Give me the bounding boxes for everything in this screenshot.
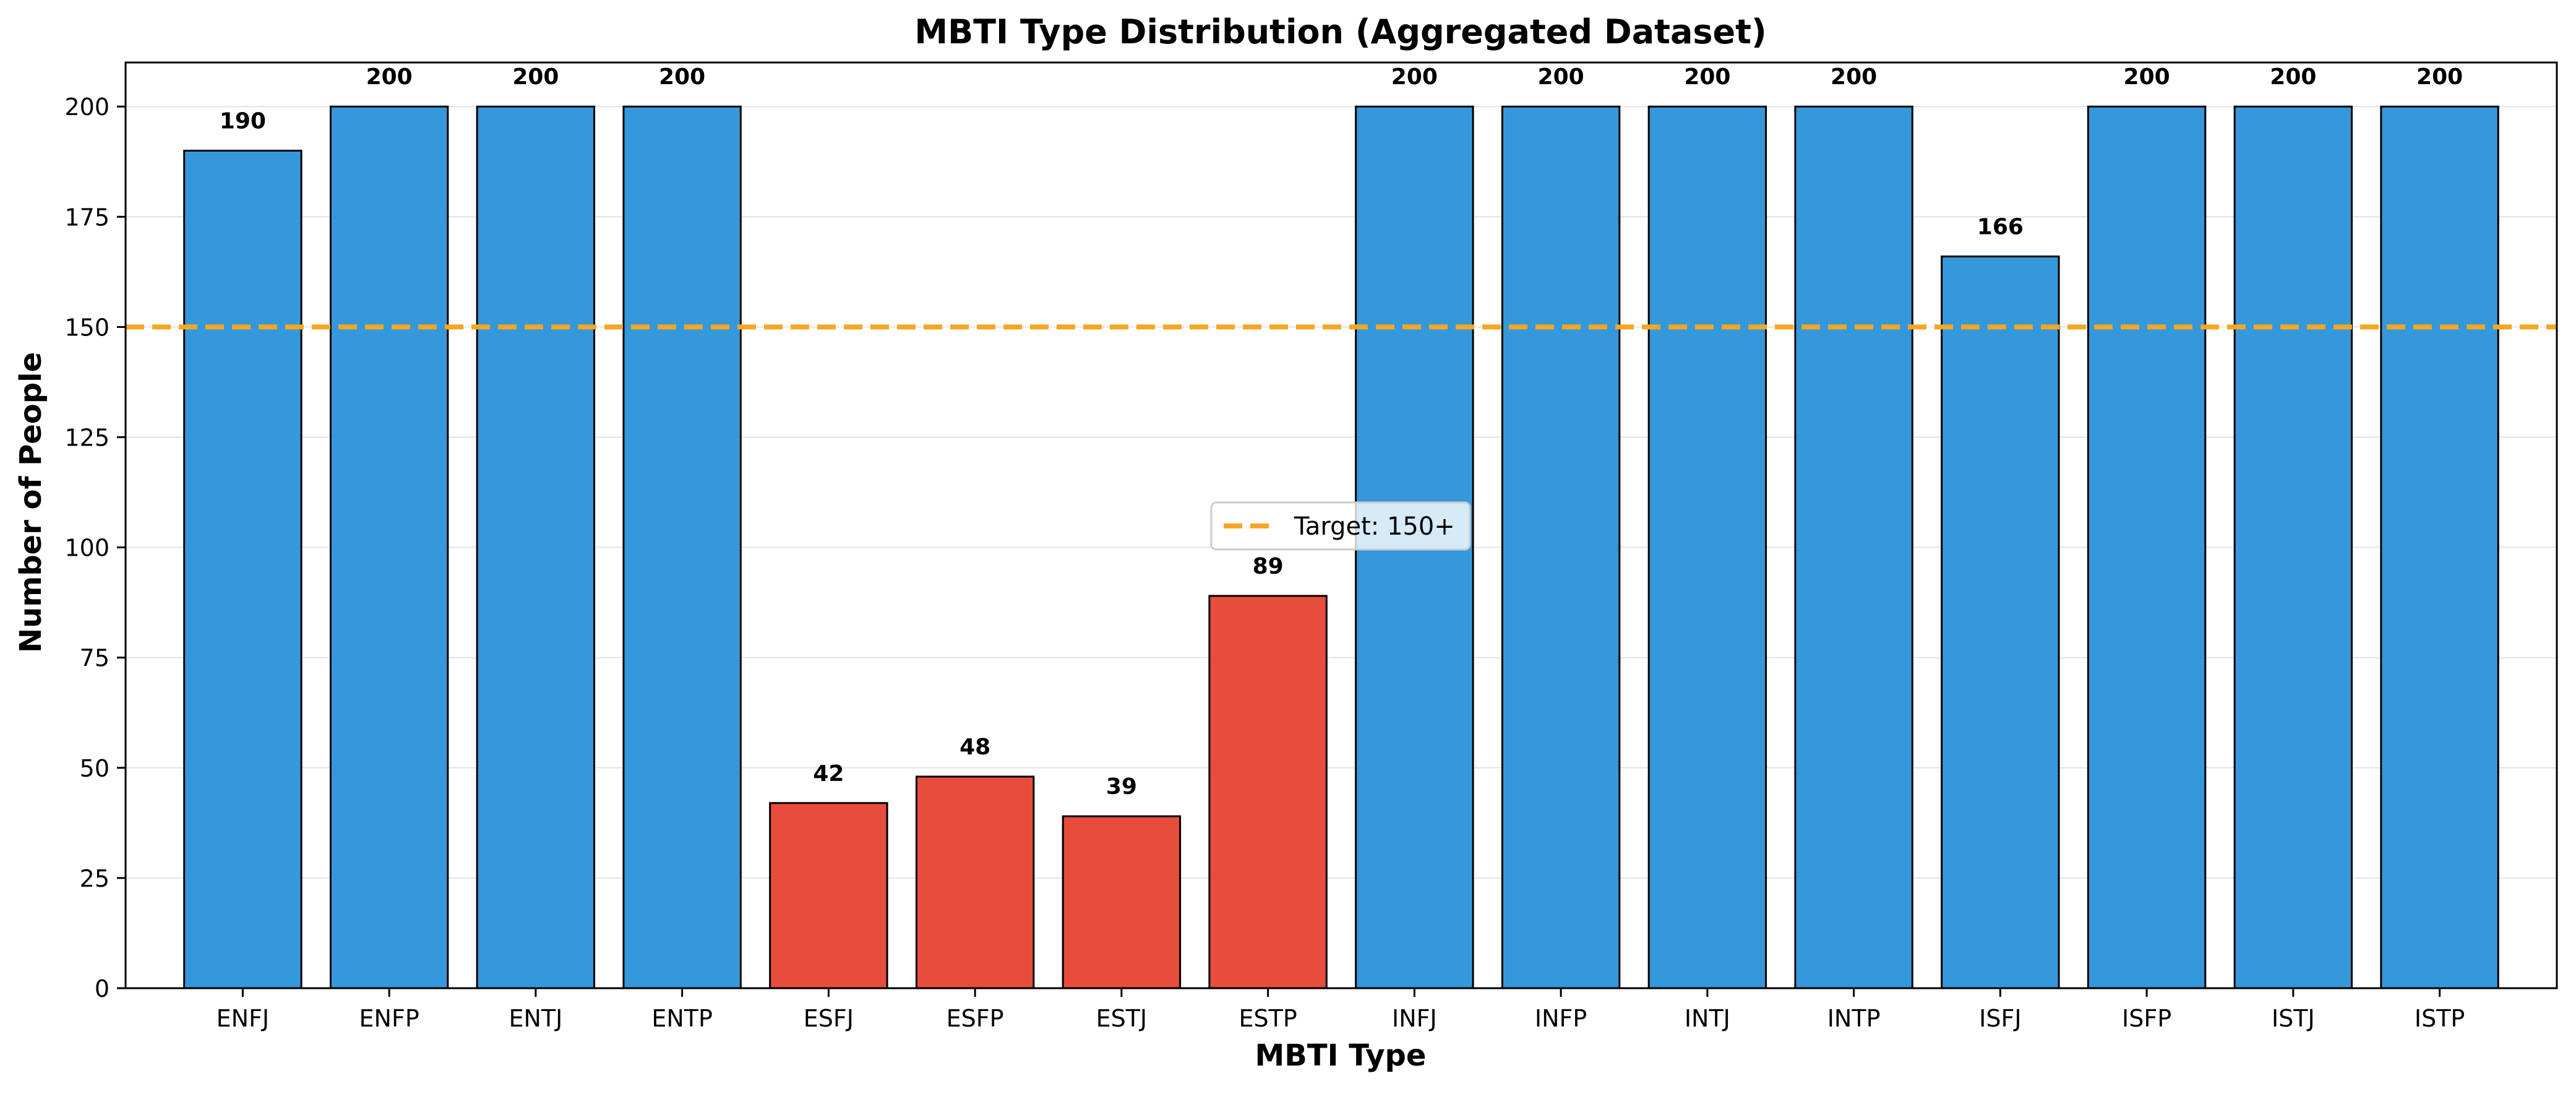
x-tick-label: ISFP xyxy=(2122,1005,2171,1032)
bar-isfj xyxy=(1941,255,2060,989)
bar-value-label: 42 xyxy=(813,761,844,786)
bar-entj xyxy=(476,105,596,989)
bar-value-label: 200 xyxy=(2416,64,2463,90)
bar-value-label: 89 xyxy=(1253,554,1284,579)
bar-value-label: 200 xyxy=(1538,64,1584,90)
bar-value-label: 200 xyxy=(659,64,705,90)
bars xyxy=(183,105,2499,989)
bar-esfj xyxy=(769,802,888,989)
bar-value-label: 200 xyxy=(2270,64,2316,90)
y-tick-label: 125 xyxy=(64,424,109,452)
bar-value-label: 166 xyxy=(1977,214,2024,239)
bar-infp xyxy=(1501,105,1621,989)
x-tick-label: ISFJ xyxy=(1979,1005,2021,1032)
x-tick-label: INTP xyxy=(1827,1005,1881,1032)
bar-intp xyxy=(1794,105,1913,989)
bar-value-label: 190 xyxy=(220,108,266,134)
bar-value-label: 200 xyxy=(2124,64,2170,90)
bar-value-label: 200 xyxy=(512,64,559,90)
bar-intj xyxy=(1647,105,1767,989)
bar-value-label: 48 xyxy=(960,734,990,760)
x-tick-label: ESTP xyxy=(1239,1005,1297,1032)
x-tick-label: ENFJ xyxy=(217,1005,270,1032)
bar-enfj xyxy=(183,149,303,989)
bar-value-label: 200 xyxy=(1831,64,1877,90)
x-tick-label: ENTP xyxy=(651,1005,713,1032)
y-tick-label: 25 xyxy=(80,865,109,892)
bar-estp xyxy=(1208,595,1328,989)
x-tick-label: ENFP xyxy=(359,1005,419,1032)
y-tick-label: 175 xyxy=(64,204,109,231)
bar-value-label: 200 xyxy=(1684,64,1730,90)
bar-value-label: 39 xyxy=(1106,774,1137,799)
bar-esfp xyxy=(915,775,1035,989)
x-tick-label: ISTP xyxy=(2415,1005,2465,1032)
plot-frame xyxy=(124,61,2558,989)
x-tick-label: ENTJ xyxy=(509,1005,562,1032)
legend-box xyxy=(1210,501,1471,551)
x-tick-label: INFJ xyxy=(1392,1005,1437,1032)
y-tick-label: 100 xyxy=(64,535,109,562)
bar-istj xyxy=(2233,105,2353,989)
axes: 0 25 50 75 100 125 150 175 200 ENFJ ENFP ENTJ ENTP ES… xyxy=(64,61,2558,1032)
bar-istp xyxy=(2380,105,2499,989)
legend: Target: 150+ xyxy=(1210,501,1471,551)
y-tick-label: 200 xyxy=(64,93,109,121)
bar-value-labels: 190 200 200 200 42 48 39 89 200 200 200 200 166 200 20… xyxy=(220,64,2463,799)
x-tick-label: INFP xyxy=(1535,1005,1587,1032)
y-tick-label: 150 xyxy=(64,314,109,341)
chart-title: MBTI Type Distribution (Aggregated Datas… xyxy=(914,12,1766,51)
bar-isfp xyxy=(2087,105,2207,989)
x-tick-label: ESFJ xyxy=(804,1005,854,1032)
bar-entp xyxy=(622,105,742,989)
bar-estj xyxy=(1062,815,1182,989)
bar-value-label: 200 xyxy=(1391,64,1438,90)
x-axis-label: MBTI Type xyxy=(1255,1038,1427,1073)
y-tick-label: 75 xyxy=(80,645,109,672)
bar-value-label: 200 xyxy=(366,64,413,90)
x-tick-label: ISTJ xyxy=(2272,1005,2315,1032)
x-tick-label: INTJ xyxy=(1685,1005,1730,1032)
y-tick-label: 0 xyxy=(95,975,109,1002)
x-tick-label: ESTJ xyxy=(1096,1005,1148,1032)
x-tick-label: ESFP xyxy=(947,1005,1004,1032)
bar-enfp xyxy=(329,105,449,989)
y-axis-label: Number of People xyxy=(14,352,48,653)
legend-label-target: Target: 150+ xyxy=(1294,512,1455,541)
y-tick-label: 50 xyxy=(80,755,109,782)
